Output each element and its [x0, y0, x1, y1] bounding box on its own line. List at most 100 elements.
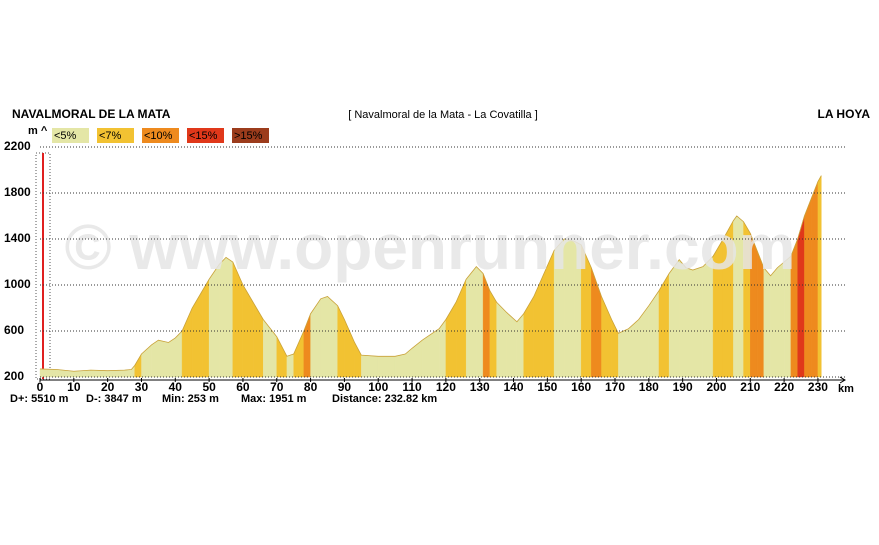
- profile-segment: [192, 290, 203, 378]
- profile-segment: [181, 307, 193, 378]
- x-axis-arrow: [839, 376, 846, 384]
- y-axis-label: m ^: [28, 125, 48, 137]
- profile-segment: [523, 295, 535, 378]
- profile-segment: [310, 298, 321, 378]
- stat: D+: 5510 m: [10, 393, 69, 405]
- profile-segment: [168, 337, 176, 378]
- profile-segment: [489, 290, 497, 378]
- profile-segment: [763, 267, 771, 378]
- x-tick-label: 70: [270, 380, 284, 394]
- stat: Distance: 232.82 km: [332, 393, 437, 405]
- x-tick-label: 160: [571, 380, 591, 394]
- profile-segment: [344, 319, 355, 378]
- profile-segment: [394, 353, 406, 378]
- profile-outline: [39, 175, 822, 372]
- watermark: © www.openrunner.com: [64, 211, 795, 283]
- x-tick-label: 230: [808, 380, 828, 394]
- profile-segment: [465, 266, 477, 378]
- x-tick-label: 220: [774, 380, 794, 394]
- profile-segment: [286, 353, 294, 378]
- x-tick-label: 130: [470, 380, 490, 394]
- y-tick-label: 2200: [4, 139, 31, 153]
- y-tick-label: 200: [4, 369, 24, 383]
- profile-segment: [39, 368, 58, 378]
- profile-segment: [337, 305, 345, 378]
- profile-segment: [411, 339, 423, 378]
- x-tick-label: 40: [169, 380, 183, 394]
- x-tick-label: 10: [67, 380, 81, 394]
- profile-segment: [276, 336, 288, 378]
- legend-label: <10%: [144, 130, 173, 142]
- profile-segment: [533, 273, 545, 378]
- legend-swatch: [142, 128, 179, 143]
- start-label: NAVALMORAL DE LA MATA: [12, 107, 171, 121]
- profile-segment: [817, 174, 822, 378]
- x-tick-label: 0: [37, 380, 44, 394]
- profile-segment: [591, 267, 602, 378]
- profile-segment: [151, 339, 159, 378]
- profile-segment: [252, 301, 264, 378]
- x-tick-label: 170: [605, 380, 625, 394]
- profile-segment: [107, 369, 125, 378]
- profile-segment: [658, 272, 670, 378]
- legend-swatch: [187, 128, 224, 143]
- legend-label: <7%: [99, 130, 122, 142]
- profile-segment: [770, 267, 778, 378]
- profile-segment: [361, 354, 379, 378]
- x-tick-label: 100: [368, 380, 388, 394]
- profile-segment: [320, 296, 328, 378]
- profile-segment: [422, 335, 430, 378]
- y-tick-label: 1000: [4, 277, 31, 291]
- x-tick-label: 120: [436, 380, 456, 394]
- profile-segment: [516, 313, 524, 378]
- x-tick-label: 210: [740, 380, 760, 394]
- x-tick-label: 190: [673, 380, 693, 394]
- profile-segment: [202, 278, 210, 378]
- y-tick-label: 1800: [4, 185, 31, 199]
- profile: [39, 174, 822, 378]
- profile-segment: [405, 347, 413, 378]
- profile-segment: [445, 301, 457, 378]
- profile-segment: [611, 319, 619, 378]
- profile-segment: [134, 353, 142, 378]
- legend-label: <15%: [189, 130, 218, 142]
- x-tick-label: 50: [202, 380, 216, 394]
- x-tick-label: 110: [402, 380, 422, 394]
- profile-segment: [797, 215, 805, 378]
- stat: D-: 3847 m: [86, 393, 142, 405]
- x-tick-label: 20: [101, 380, 115, 394]
- x-tick-label: 180: [639, 380, 659, 394]
- profile-segment: [476, 266, 484, 378]
- legend-swatch: [52, 128, 89, 143]
- profile-segment: [455, 279, 467, 378]
- x-tick-label: 30: [135, 380, 149, 394]
- profile-segment: [354, 342, 362, 378]
- x-tick-label: 150: [537, 380, 557, 394]
- profile-segment: [618, 328, 629, 378]
- legend-swatch: [97, 128, 134, 143]
- legend-label: >15%: [234, 130, 263, 142]
- profile-segment: [378, 356, 396, 378]
- chart-title: [ Navalmoral de la Mata - La Covatilla ]: [348, 109, 538, 121]
- profile-segment: [438, 318, 447, 378]
- stat: Min: 253 m: [162, 393, 219, 405]
- profile-segment: [506, 312, 518, 378]
- profile-segment: [175, 330, 183, 378]
- x-tick-label: 140: [504, 380, 524, 394]
- y-tick-label: 600: [4, 323, 24, 337]
- profile-segment: [428, 328, 440, 378]
- x-tick-label: 90: [338, 380, 352, 394]
- profile-segment: [685, 267, 693, 378]
- profile-segment: [638, 305, 650, 378]
- profile-segment: [124, 369, 132, 378]
- profile-segment: [692, 266, 704, 378]
- profile-segment: [327, 296, 338, 378]
- profile-segment: [90, 369, 108, 378]
- profile-segment: [628, 319, 639, 378]
- profile-segment: [810, 181, 819, 378]
- profile-segment: [804, 198, 812, 378]
- legend-label: <5%: [54, 130, 77, 142]
- x-tick-label: 200: [706, 380, 726, 394]
- legend-swatch: [232, 128, 269, 143]
